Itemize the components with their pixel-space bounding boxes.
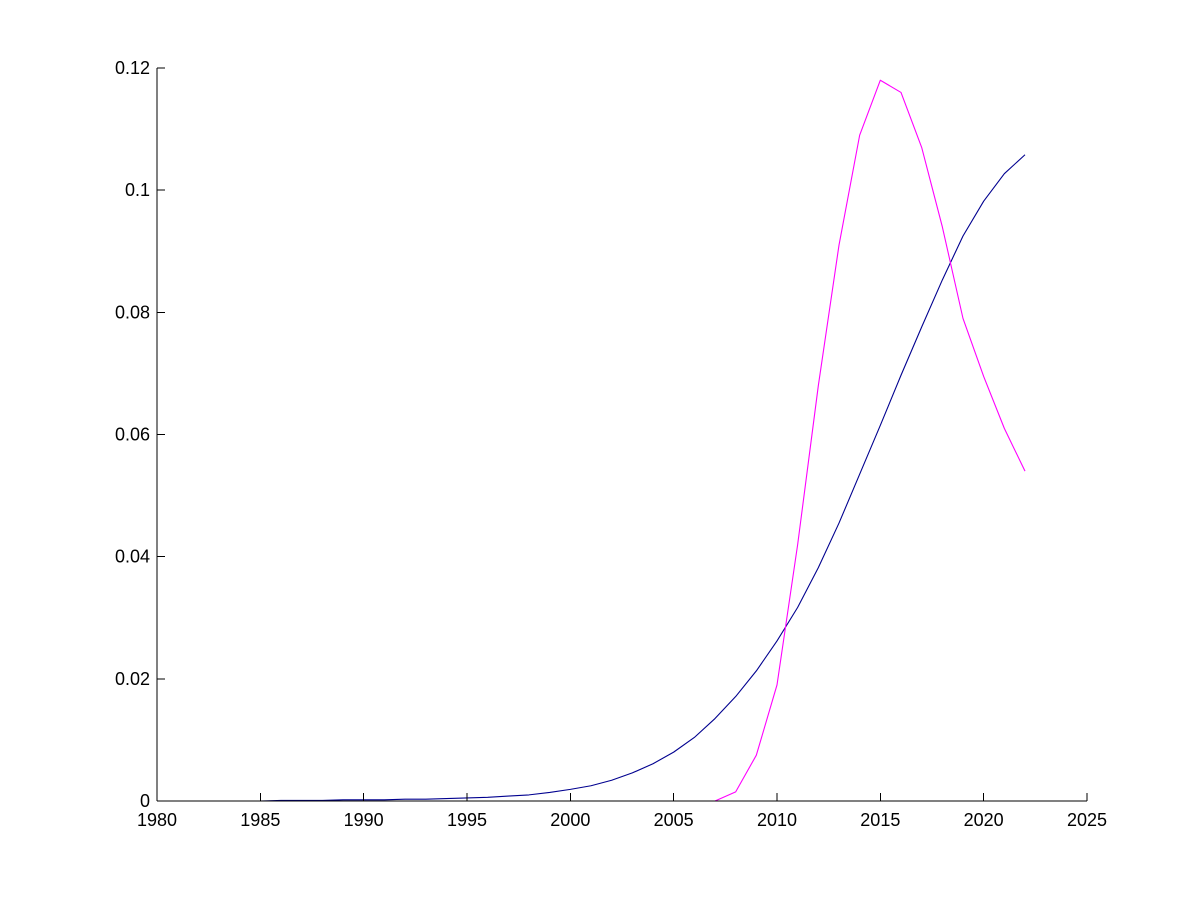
y-tick-label: 0.12 bbox=[115, 58, 150, 78]
x-tick-label: 1995 bbox=[447, 810, 487, 830]
x-tick-label: 2015 bbox=[860, 810, 900, 830]
series-line-1 bbox=[157, 154, 1026, 802]
y-tick-label: 0.02 bbox=[115, 669, 150, 689]
x-tick-label: 2005 bbox=[654, 810, 694, 830]
y-tick-label: 0.1 bbox=[125, 180, 150, 200]
axes: 1980 1985 1990 1995 2000 2005 2010 2015 2020 2025… bbox=[115, 58, 1107, 830]
x-tick-label: 2020 bbox=[964, 810, 1004, 830]
y-tick-label: 0.08 bbox=[115, 302, 150, 322]
series-line-2 bbox=[157, 79, 1026, 802]
x-tick-label: 1980 bbox=[137, 810, 177, 830]
series-layer bbox=[157, 79, 1026, 802]
y-tick-label: 0.04 bbox=[115, 547, 150, 567]
x-tick-label: 2025 bbox=[1067, 810, 1107, 830]
x-tick-label: 2000 bbox=[550, 810, 590, 830]
x-tick-label: 1990 bbox=[344, 810, 384, 830]
x-tick-label: 2010 bbox=[757, 810, 797, 830]
x-tick-label: 1985 bbox=[240, 810, 280, 830]
y-tick-label: 0.06 bbox=[115, 425, 150, 445]
y-tick-label: 0 bbox=[140, 791, 150, 811]
